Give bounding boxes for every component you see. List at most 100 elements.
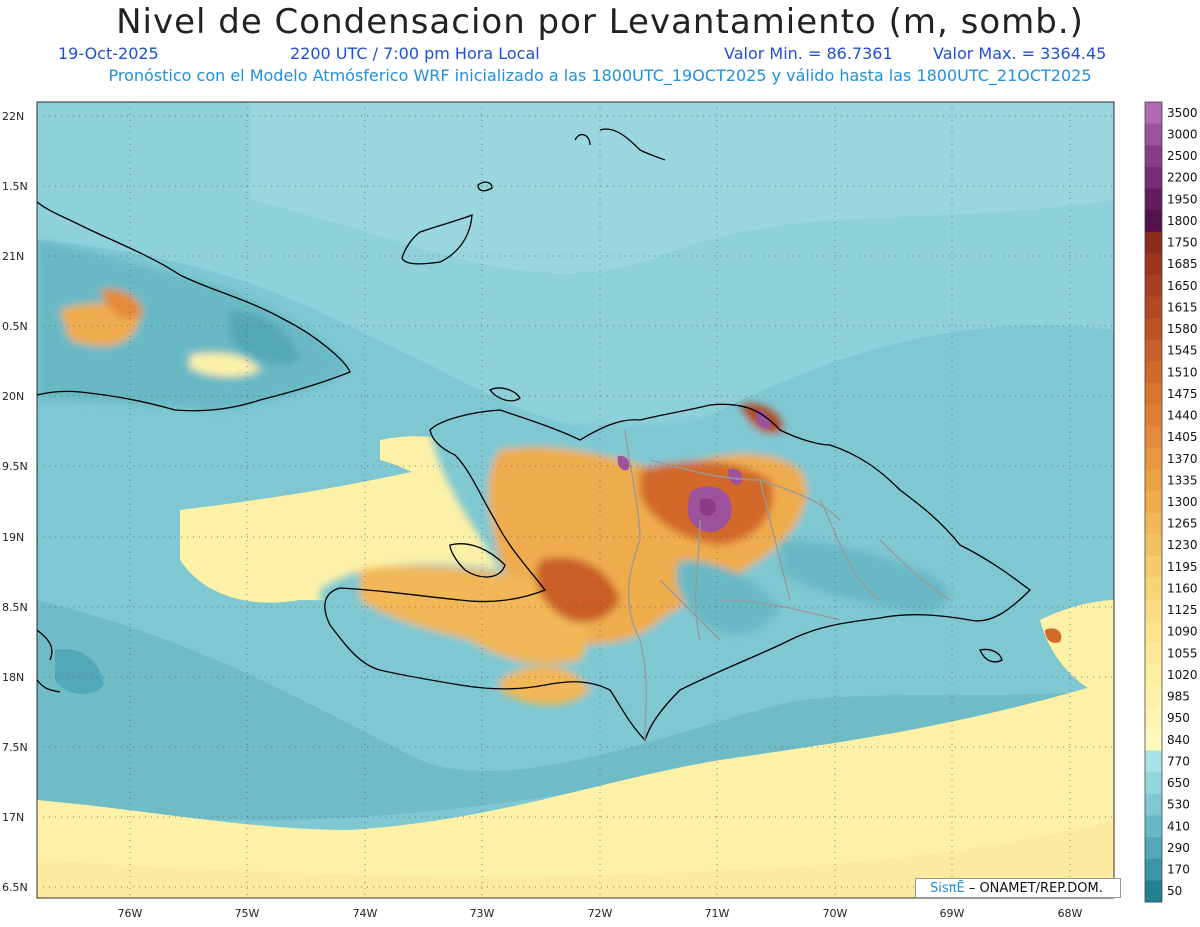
lat-label: 20N bbox=[2, 390, 24, 403]
colorbar-label: 1160 bbox=[1167, 581, 1198, 595]
lat-label: 8.5N bbox=[2, 601, 28, 614]
colorbar-label: 1195 bbox=[1167, 560, 1198, 574]
colorbar-label: 1510 bbox=[1167, 365, 1198, 379]
colorbar-swatch bbox=[1145, 231, 1162, 254]
colorbar-swatch bbox=[1145, 318, 1162, 341]
latitude-labels: 22N 1.5N 21N 0.5N 20N 9.5N 19N 8.5N 18N … bbox=[2, 110, 28, 894]
lon-label: 76W bbox=[118, 907, 143, 920]
colorbar-swatch bbox=[1145, 837, 1162, 860]
longitude-labels: 76W 75W 74W 73W 72W 71W 70W 69W 68W bbox=[118, 907, 1083, 920]
credit-box: SisπĒ – ONAMET/REP.DOM. bbox=[915, 878, 1121, 898]
colorbar-label: 1950 bbox=[1167, 192, 1198, 206]
sispi-logo: SisπĒ bbox=[930, 881, 965, 896]
lon-label: 69W bbox=[940, 907, 965, 920]
colorbar: 3500 3000 2500 2200 1950 1800 1750 1685 1650 1615… bbox=[1144, 101, 1198, 903]
colorbar-swatch bbox=[1145, 685, 1162, 708]
colorbar-swatch bbox=[1145, 599, 1162, 622]
lat-label: 22N bbox=[2, 110, 24, 123]
north-water-light bbox=[250, 102, 1114, 274]
colorbar-swatch bbox=[1145, 166, 1162, 189]
colorbar-label: 1545 bbox=[1167, 344, 1198, 358]
colorbar-label: 840 bbox=[1167, 733, 1190, 747]
colorbar-swatch bbox=[1145, 793, 1162, 817]
colorbar-label: 1615 bbox=[1167, 300, 1198, 314]
lat-label: 1.5N bbox=[2, 180, 28, 193]
colorbar-swatch bbox=[1145, 253, 1162, 276]
colorbar-label: 2500 bbox=[1167, 149, 1198, 163]
colorbar-label: 1650 bbox=[1167, 279, 1198, 293]
colorbar-swatch bbox=[1145, 469, 1162, 492]
colorbar-label: 1405 bbox=[1167, 430, 1198, 444]
lat-label: 0.5N bbox=[2, 320, 28, 333]
lon-label: 68W bbox=[1058, 907, 1083, 920]
colorbar-swatch bbox=[1145, 729, 1162, 752]
colorbar-swatch bbox=[1145, 361, 1162, 384]
cuba-field bbox=[37, 240, 350, 410]
map-frame bbox=[36, 101, 1115, 899]
colorbar-label: 950 bbox=[1167, 711, 1190, 725]
colorbar-swatch bbox=[1145, 772, 1162, 795]
colorbar-label: 1335 bbox=[1167, 473, 1198, 487]
colorbar-swatch bbox=[1145, 274, 1162, 298]
colorbar-label: 1125 bbox=[1167, 603, 1198, 617]
colorbar-swatch bbox=[1145, 188, 1162, 211]
lat-label: 17N bbox=[2, 811, 24, 824]
colorbar-swatch bbox=[1145, 383, 1162, 406]
forecast-time: 2200 UTC / 7:00 pm Hora Local bbox=[290, 44, 540, 63]
colorbar-label: 1055 bbox=[1167, 646, 1198, 660]
colorbar-swatch bbox=[1145, 534, 1162, 557]
colorbar-label: 1300 bbox=[1167, 495, 1198, 509]
coastlines bbox=[37, 128, 1031, 742]
lon-label: 70W bbox=[823, 907, 848, 920]
colorbar-label: 985 bbox=[1167, 690, 1190, 704]
colorbar-swatch bbox=[1145, 339, 1162, 362]
min-value: Valor Min. = 86.7361 bbox=[724, 44, 893, 63]
colorbar-label: 1370 bbox=[1167, 452, 1198, 466]
colorbar-swatch bbox=[1145, 123, 1162, 146]
lon-label: 71W bbox=[705, 907, 730, 920]
lon-label: 74W bbox=[353, 907, 378, 920]
colorbar-swatch bbox=[1145, 556, 1162, 579]
colorbar-swatch bbox=[1145, 664, 1162, 687]
lon-label: 73W bbox=[470, 907, 495, 920]
colorbar-label: 170 bbox=[1167, 863, 1190, 877]
colorbar-swatch bbox=[1145, 880, 1162, 903]
colorbar-label: 1800 bbox=[1167, 214, 1198, 228]
colorbar-swatch bbox=[1145, 620, 1162, 644]
colorbar-swatch bbox=[1145, 491, 1162, 514]
colorbar-label: 290 bbox=[1167, 841, 1190, 855]
graticule bbox=[37, 102, 1114, 898]
colorbar-label: 1685 bbox=[1167, 257, 1198, 271]
colorbar-label: 3000 bbox=[1167, 127, 1198, 141]
lat-label: 6.5N bbox=[2, 881, 28, 894]
colorbar-label: 410 bbox=[1167, 819, 1190, 833]
colorbar-swatch bbox=[1145, 404, 1162, 427]
lon-label: 72W bbox=[588, 907, 613, 920]
colorbar-label: 2200 bbox=[1167, 171, 1198, 185]
lon-label: 75W bbox=[235, 907, 260, 920]
colorbar-swatch bbox=[1145, 426, 1162, 449]
colorbar-label: 1090 bbox=[1167, 625, 1198, 639]
colorbar-swatch bbox=[1145, 102, 1162, 125]
colorbar-swatch bbox=[1145, 296, 1162, 319]
model-description: Pronóstico con el Modelo Atmósferico WRF… bbox=[108, 66, 1092, 85]
colorbar-swatch bbox=[1145, 707, 1162, 730]
lat-label: 9.5N bbox=[2, 460, 28, 473]
colorbar-label: 1265 bbox=[1167, 517, 1198, 531]
colorbar-swatch bbox=[1145, 145, 1162, 168]
lat-label: 21N bbox=[2, 250, 24, 263]
map-title: Nivel de Condensacion por Levantamiento … bbox=[116, 2, 1084, 42]
province-borders bbox=[624, 429, 951, 741]
lat-label: 7.5N bbox=[2, 741, 28, 754]
max-value: Valor Max. = 3364.45 bbox=[933, 44, 1107, 63]
colorbar-label: 650 bbox=[1167, 776, 1190, 790]
south-water-dark bbox=[37, 600, 1114, 820]
south-yellow-band bbox=[37, 680, 1114, 898]
colorbar-swatch bbox=[1145, 858, 1162, 881]
lat-label: 18N bbox=[2, 671, 24, 684]
lat-label: 19N bbox=[2, 531, 24, 544]
colorbar-label: 1580 bbox=[1167, 322, 1198, 336]
colorbar-border bbox=[1144, 101, 1163, 903]
colorbar-label: 1475 bbox=[1167, 387, 1198, 401]
